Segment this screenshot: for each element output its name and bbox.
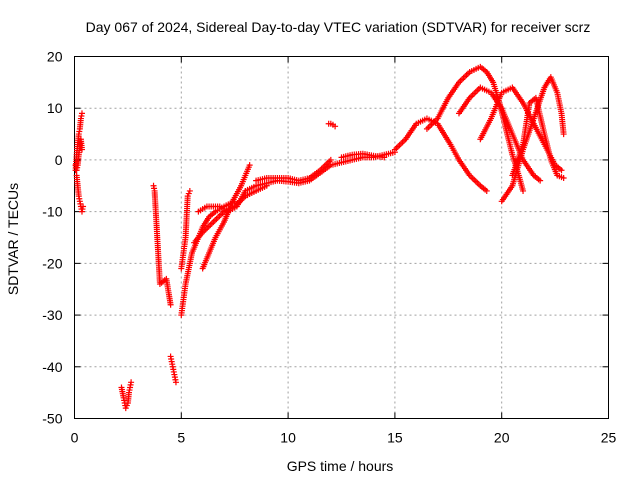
data-series <box>72 63 567 412</box>
y-tick-label: -40 <box>42 359 62 375</box>
x-tick-label: 15 <box>387 430 403 446</box>
data-point <box>78 146 85 153</box>
y-tick-label: -30 <box>42 307 62 323</box>
y-tick-label: 0 <box>55 152 63 168</box>
y-tick-label: -20 <box>42 255 62 271</box>
data-point <box>483 187 490 194</box>
x-axis: 0 5 10 15 20 25 <box>71 56 617 446</box>
x-tick-label: 20 <box>494 430 510 446</box>
x-tick-label: 25 <box>601 430 617 446</box>
data-point <box>80 203 87 210</box>
data-point <box>560 131 567 138</box>
data-point <box>186 187 193 194</box>
y-tick-label: 10 <box>47 100 63 116</box>
data-point <box>167 301 174 308</box>
data-point <box>327 156 334 163</box>
data-point <box>128 379 135 386</box>
data-point <box>172 379 179 386</box>
data-point <box>381 154 388 161</box>
data-point <box>332 123 339 130</box>
plot-frame <box>74 56 609 419</box>
y-axis: -50 -40 -30 -20 -10 0 10 20 <box>42 49 609 427</box>
y-tick-label: -10 <box>42 204 62 220</box>
x-tick-label: 0 <box>71 430 79 446</box>
data-point <box>560 175 567 182</box>
chart-title: Day 067 of 2024, Sidereal Day-to-day VTE… <box>86 19 591 35</box>
y-tick-label: 20 <box>47 49 63 65</box>
data-point <box>558 167 565 174</box>
y-axis-label: SDTVAR / TECUs <box>5 183 21 295</box>
data-point <box>520 187 527 194</box>
y-tick-label: -50 <box>42 411 62 427</box>
x-axis-label: GPS time / hours <box>287 458 394 474</box>
x-tick-label: 5 <box>177 430 185 446</box>
x-tick-label: 10 <box>280 430 296 446</box>
data-point <box>537 177 544 184</box>
data-point <box>246 162 253 169</box>
data-point <box>78 110 85 117</box>
